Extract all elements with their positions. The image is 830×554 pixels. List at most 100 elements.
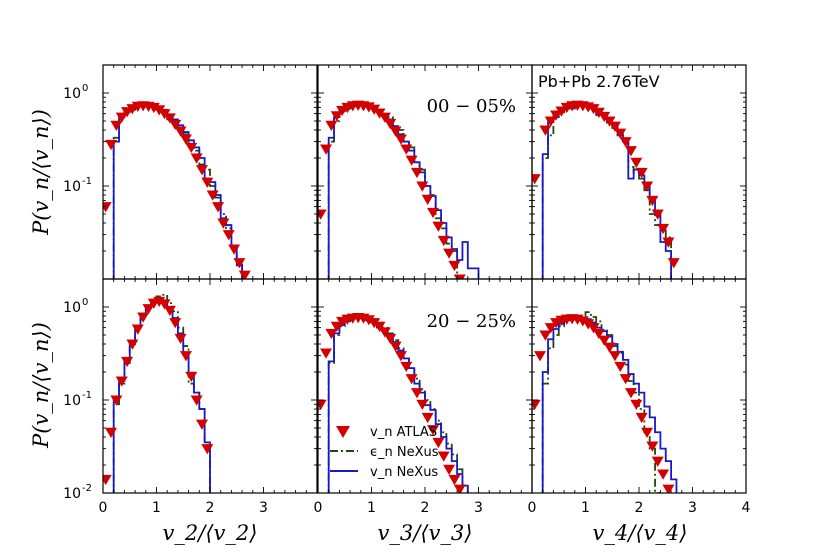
atlas-point [318, 399, 327, 410]
atlas-point [212, 202, 225, 213]
x-tick-label: 2 [206, 500, 215, 516]
atlas-point [320, 348, 333, 359]
atlas-point [195, 419, 208, 430]
atlas-point [384, 118, 397, 130]
atlas-point [432, 437, 445, 449]
legend: v_n ATLAS ϵ_n NeXus v_n NeXus [330, 425, 439, 480]
y-tick-exponent: -2 [82, 483, 92, 494]
atlas-point [185, 142, 198, 154]
atlas-point [608, 121, 621, 132]
atlas-point [389, 126, 402, 137]
atlas-point [325, 328, 338, 340]
atlas-point [325, 120, 338, 131]
atlas-point [174, 126, 187, 137]
atlas-point [131, 324, 144, 335]
atlas-point [163, 113, 176, 124]
atlas-point [153, 105, 166, 116]
atlas-point [416, 181, 429, 192]
panel-0-1 [318, 100, 480, 279]
x-tick-label: 1 [581, 500, 590, 516]
x-tick-label: 3 [259, 500, 268, 516]
xlabel-col2: v_4/⟨v_4⟩ [593, 521, 688, 545]
x-tick-label: 2 [635, 500, 644, 516]
atlas-point [105, 139, 118, 151]
y-tick-label: 10 [63, 486, 81, 502]
y-tick-label: 10 [63, 179, 81, 195]
series-vn-nexus [327, 102, 480, 279]
atlas-point [667, 258, 680, 269]
x-tick-label: 1 [152, 500, 161, 516]
atlas-point [195, 165, 208, 176]
atlas-point [427, 207, 440, 219]
atlas-point [582, 319, 595, 330]
atlas-point [126, 339, 139, 350]
atlas-point [103, 202, 112, 213]
series-eps-nexus [541, 311, 662, 493]
axes-text-group: 10 -110 010 -210 -110 00 1 2 3 0 1 2 3 0 1 2 3 4 [63, 83, 750, 516]
atlas-point [544, 323, 557, 334]
atlas-point [206, 190, 219, 201]
atlas-point [362, 315, 375, 326]
y-tick-exponent: 0 [82, 83, 88, 94]
atlas-point [443, 464, 456, 475]
legend-eps-label: ϵ_n NeXus [370, 445, 439, 460]
atlas-point [532, 399, 541, 410]
y-tick-label: 10 [63, 86, 81, 102]
ylabel-bottom: P(v_n/⟨v_n⟩) [29, 322, 53, 449]
atlas-point [142, 304, 155, 315]
atlas-point [115, 376, 128, 387]
atlas-point [405, 155, 418, 166]
atlas-point [453, 274, 466, 279]
atlas-point [394, 351, 407, 362]
atlas-point [641, 427, 654, 438]
atlas-point [459, 278, 472, 279]
legend-atlas-label: v_n ATLAS [370, 425, 437, 440]
panel-1-2 [532, 311, 686, 493]
atlas-point [190, 395, 203, 406]
atlas-point [448, 474, 461, 486]
atlas-point [163, 305, 176, 317]
y-tick-label: 10 [63, 300, 81, 316]
atlas-point [201, 177, 214, 188]
atlas-point [662, 484, 675, 493]
atlas-point [400, 361, 413, 373]
atlas-point [318, 209, 327, 220]
series-vn-nexus [541, 317, 678, 493]
x-tick-label: 0 [99, 500, 108, 516]
atlas-point [539, 330, 552, 341]
atlas-point [539, 125, 552, 136]
atlas-point [673, 492, 686, 493]
atlas-point [437, 235, 450, 247]
panel-1-1 [318, 313, 472, 493]
atlas-point [174, 333, 187, 345]
panel-1-0 [103, 293, 214, 493]
atlas-point [103, 474, 112, 486]
atlas-point [603, 116, 616, 127]
atlas-point [169, 119, 182, 131]
centrality-top: 00 − 05% [427, 96, 516, 117]
atlas-point [421, 412, 434, 424]
xlabel-col1: v_3/⟨v_3⟩ [378, 521, 473, 545]
atlas-point [532, 174, 541, 185]
atlas-point [368, 318, 381, 329]
atlas-point [400, 144, 413, 155]
atlas-point [105, 427, 118, 438]
atlas-point [427, 425, 440, 436]
atlas-point [459, 492, 472, 493]
atlas-point [115, 112, 128, 123]
atlas-point [587, 323, 600, 334]
y-tick-exponent: 0 [82, 297, 88, 308]
atlas-point [179, 134, 192, 145]
y-tick-exponent: -1 [82, 176, 92, 187]
atlas-point [137, 312, 150, 323]
atlas-point [421, 194, 434, 205]
atlas-point [330, 111, 343, 122]
atlas-point [437, 451, 450, 462]
atlas-point [630, 399, 643, 410]
atlas-point [592, 328, 605, 340]
x-tick-label: 2 [421, 500, 430, 516]
atlas-point [619, 137, 632, 148]
atlas-point [443, 248, 456, 259]
y-tick-exponent: -1 [82, 390, 92, 401]
